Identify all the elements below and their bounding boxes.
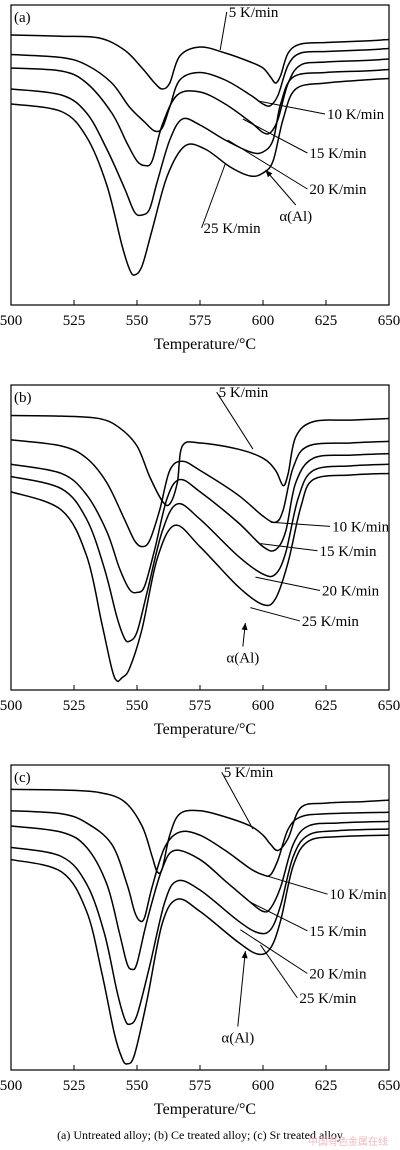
annotation-leader <box>255 576 321 591</box>
x-tick-label: 575 <box>189 313 212 329</box>
x-tick-label: 500 <box>0 313 22 329</box>
x-tick-label: 575 <box>189 1078 212 1094</box>
annotation-leader <box>260 543 318 552</box>
x-tick-label: 600 <box>252 1078 275 1094</box>
arrowhead <box>265 170 273 178</box>
x-tick-label: 650 <box>378 1078 400 1094</box>
alpha-al-label: α(Al) <box>226 651 259 667</box>
rate-label: 25 K/min <box>299 991 357 1007</box>
plot-frame <box>10 384 390 691</box>
x-tick-label: 625 <box>315 698 338 714</box>
rate-label: 15 K/min <box>309 146 367 162</box>
rate-label: 10 K/min <box>332 519 390 535</box>
chart-panel-2: 500 525 550 575 600 625 650 Temperature/°C (b) 5 … <box>0 384 400 738</box>
series-line-10-K-min <box>10 439 390 548</box>
series-line-15-K-min <box>10 820 390 971</box>
panel-label: (a) <box>14 10 31 26</box>
rate-label: 5 K/min <box>224 765 274 781</box>
series-line-10-K-min <box>10 810 390 923</box>
annotation-leader <box>257 100 326 115</box>
x-tick-label: 625 <box>315 313 338 329</box>
x-tick-label: 500 <box>0 1078 22 1094</box>
annotation-leader <box>221 771 254 830</box>
panel-label: (c) <box>14 770 31 786</box>
series-line-5-K-min <box>10 788 390 875</box>
rate-label: 5 K/min <box>229 5 279 21</box>
series-line-20-K-min <box>10 463 390 643</box>
x-tick-label: 550 <box>126 1078 149 1094</box>
series-line-15-K-min <box>10 58 390 167</box>
annotation-leader <box>270 521 331 527</box>
rate-label: 20 K/min <box>309 182 367 198</box>
series-line-25-K-min <box>10 472 390 683</box>
x-tick-label: 650 <box>378 698 400 714</box>
watermark: 中国有色金属在线 <box>308 1137 388 1148</box>
series-line-5-K-min <box>10 414 390 507</box>
panel-label: (b) <box>14 390 32 406</box>
series-line-20-K-min <box>10 828 390 1026</box>
x-tick-label: 525 <box>63 313 86 329</box>
x-tick-label: 575 <box>189 698 212 714</box>
rate-label: 15 K/min <box>309 924 367 940</box>
x-tick-label: 625 <box>315 1078 338 1094</box>
annotation-leader <box>216 391 254 450</box>
x-tick-label: 550 <box>126 313 149 329</box>
alpha-al-label: α(Al) <box>221 1031 254 1047</box>
annotation-leader <box>250 901 308 932</box>
annotation-leader <box>219 11 228 51</box>
annotation-leader <box>250 607 300 622</box>
series-line-25-K-min <box>10 834 390 1065</box>
rate-label: 25 K/min <box>204 221 262 237</box>
arrowhead <box>241 622 248 631</box>
annotation-leader <box>260 944 298 999</box>
series-line-5-K-min <box>10 34 390 90</box>
x-tick-label: 650 <box>378 313 400 329</box>
rate-label: 10 K/min <box>330 887 388 903</box>
rate-label: 5 K/min <box>219 385 269 401</box>
annotation-leader <box>240 929 308 974</box>
rate-label: 10 K/min <box>327 107 385 123</box>
figure-caption: (a) Untreated alloy; (b) Ce treated allo… <box>57 1128 343 1142</box>
alpha-al-label: α(Al) <box>279 209 312 225</box>
arrowhead <box>241 951 248 959</box>
x-axis-label: Temperature/°C <box>154 336 256 353</box>
alpha-al-arrow <box>237 951 246 1027</box>
series-line-20-K-min <box>10 68 390 217</box>
x-axis-label: Temperature/°C <box>154 1101 256 1118</box>
series-line-25-K-min <box>10 77 390 276</box>
rate-label: 20 K/min <box>322 583 380 599</box>
x-tick-label: 550 <box>126 698 149 714</box>
annotation-leader <box>227 139 308 190</box>
alpha-al-arrow <box>265 169 297 206</box>
annotation-leader <box>201 163 226 229</box>
annotation-leader <box>242 118 308 154</box>
x-axis-label: Temperature/°C <box>154 721 256 738</box>
x-tick-label: 525 <box>63 698 86 714</box>
series-line-15-K-min <box>10 452 390 594</box>
rate-label: 15 K/min <box>319 544 377 560</box>
x-tick-label: 600 <box>252 698 275 714</box>
x-tick-label: 500 <box>0 698 22 714</box>
annotation-leader <box>262 874 328 895</box>
rate-label: 25 K/min <box>302 614 360 630</box>
chart-panel-3: 500 525 550 575 600 625 650 Temperature/°C (c) 5 … <box>0 764 400 1118</box>
series-line-10-K-min <box>10 47 390 133</box>
x-tick-label: 525 <box>63 1078 86 1094</box>
x-tick-label: 600 <box>252 313 275 329</box>
rate-label: 20 K/min <box>309 967 367 983</box>
chart-panel-1: 500 525 550 575 600 625 650 Temperature/°C (a) 5 … <box>0 4 400 353</box>
